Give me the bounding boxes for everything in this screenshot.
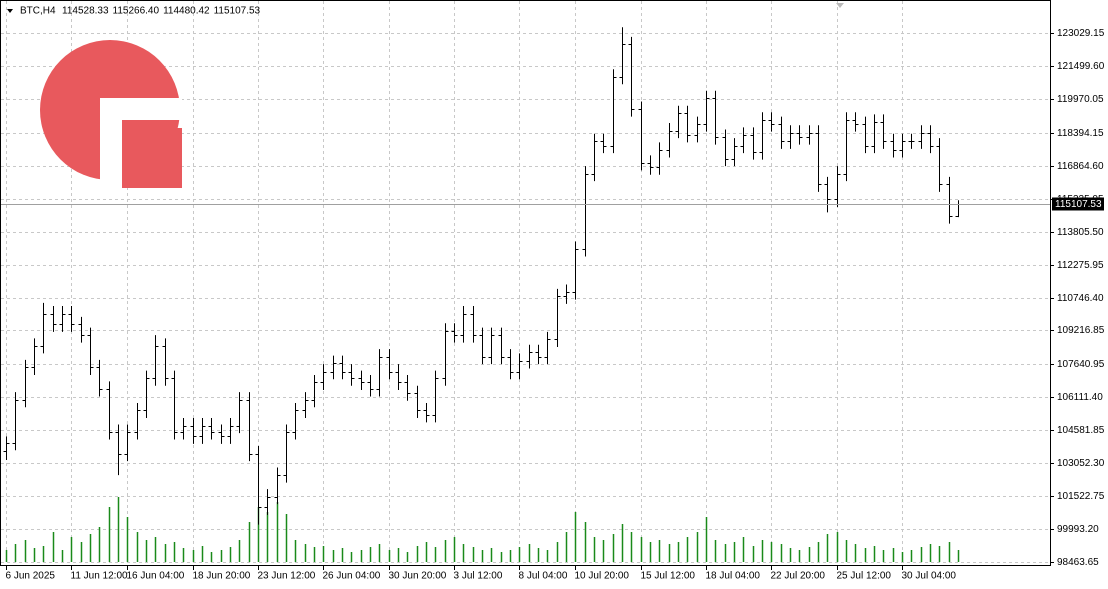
shift-marker [836,3,844,8]
x-tick-label: 18 Jun 20:00 [193,571,251,582]
header-value: 114528.33 [62,6,109,17]
plot-frame [0,0,1051,566]
y-tick-label: 121499.60 [1057,61,1105,72]
x-tick-label: 10 Jul 20:00 [575,571,630,582]
x-tick-label: 6 Jun 2025 [6,571,56,582]
header-value: 114480.42 [163,6,210,17]
y-tick-label: 113805.50 [1057,227,1104,238]
x-tick-label: 23 Jun 12:00 [258,571,316,582]
x-tick-label: 11 Jun 12:00 [71,571,129,582]
y-tick-label: 103052.30 [1057,458,1105,469]
price-label: 115107.53 [1055,199,1102,210]
x-tick-label: 3 Jul 12:00 [454,571,503,582]
logo-cut [100,98,122,182]
x-tick-label: 30 Jun 20:00 [389,571,447,582]
y-tick-label: 112275.95 [1057,260,1104,271]
y-tick-label: 106111.40 [1057,392,1103,403]
x-tick-label: 25 Jul 12:00 [837,571,892,582]
y-tick-label: 119970.05 [1057,94,1104,105]
y-tick-label: 118394.15 [1057,128,1104,139]
y-tick-label: 110746.40 [1057,293,1104,304]
x-tick-label: 15 Jul 12:00 [641,571,696,582]
symbol: BTC,H4 [20,6,56,17]
y-tick-label: 123029.15 [1057,28,1105,39]
x-tick-label: 22 Jul 20:00 [771,571,826,582]
y-tick-label: 101522.75 [1057,491,1105,502]
y-tick-label: 98463.65 [1057,557,1099,568]
x-tick-label: 8 Jul 04:00 [519,571,568,582]
header-value: 115266.40 [113,6,160,17]
header-value: 115107.53 [214,6,261,17]
x-tick-label: 26 Jun 04:00 [323,571,381,582]
y-tick-label: 104581.85 [1057,425,1105,436]
y-tick-label: 107640.95 [1057,359,1105,370]
logo-block [122,128,182,188]
x-tick-label: 18 Jul 04:00 [706,571,761,582]
header-arrow [7,9,13,13]
y-tick-label: 109216.85 [1057,325,1105,336]
x-tick-label: 30 Jul 04:00 [902,571,957,582]
x-tick-label: 16 Jun 04:00 [127,571,185,582]
logo [40,40,182,188]
y-tick-label: 99993.20 [1057,524,1099,535]
price-label-box [1052,197,1104,211]
y-tick-label: 116864.60 [1057,161,1104,172]
